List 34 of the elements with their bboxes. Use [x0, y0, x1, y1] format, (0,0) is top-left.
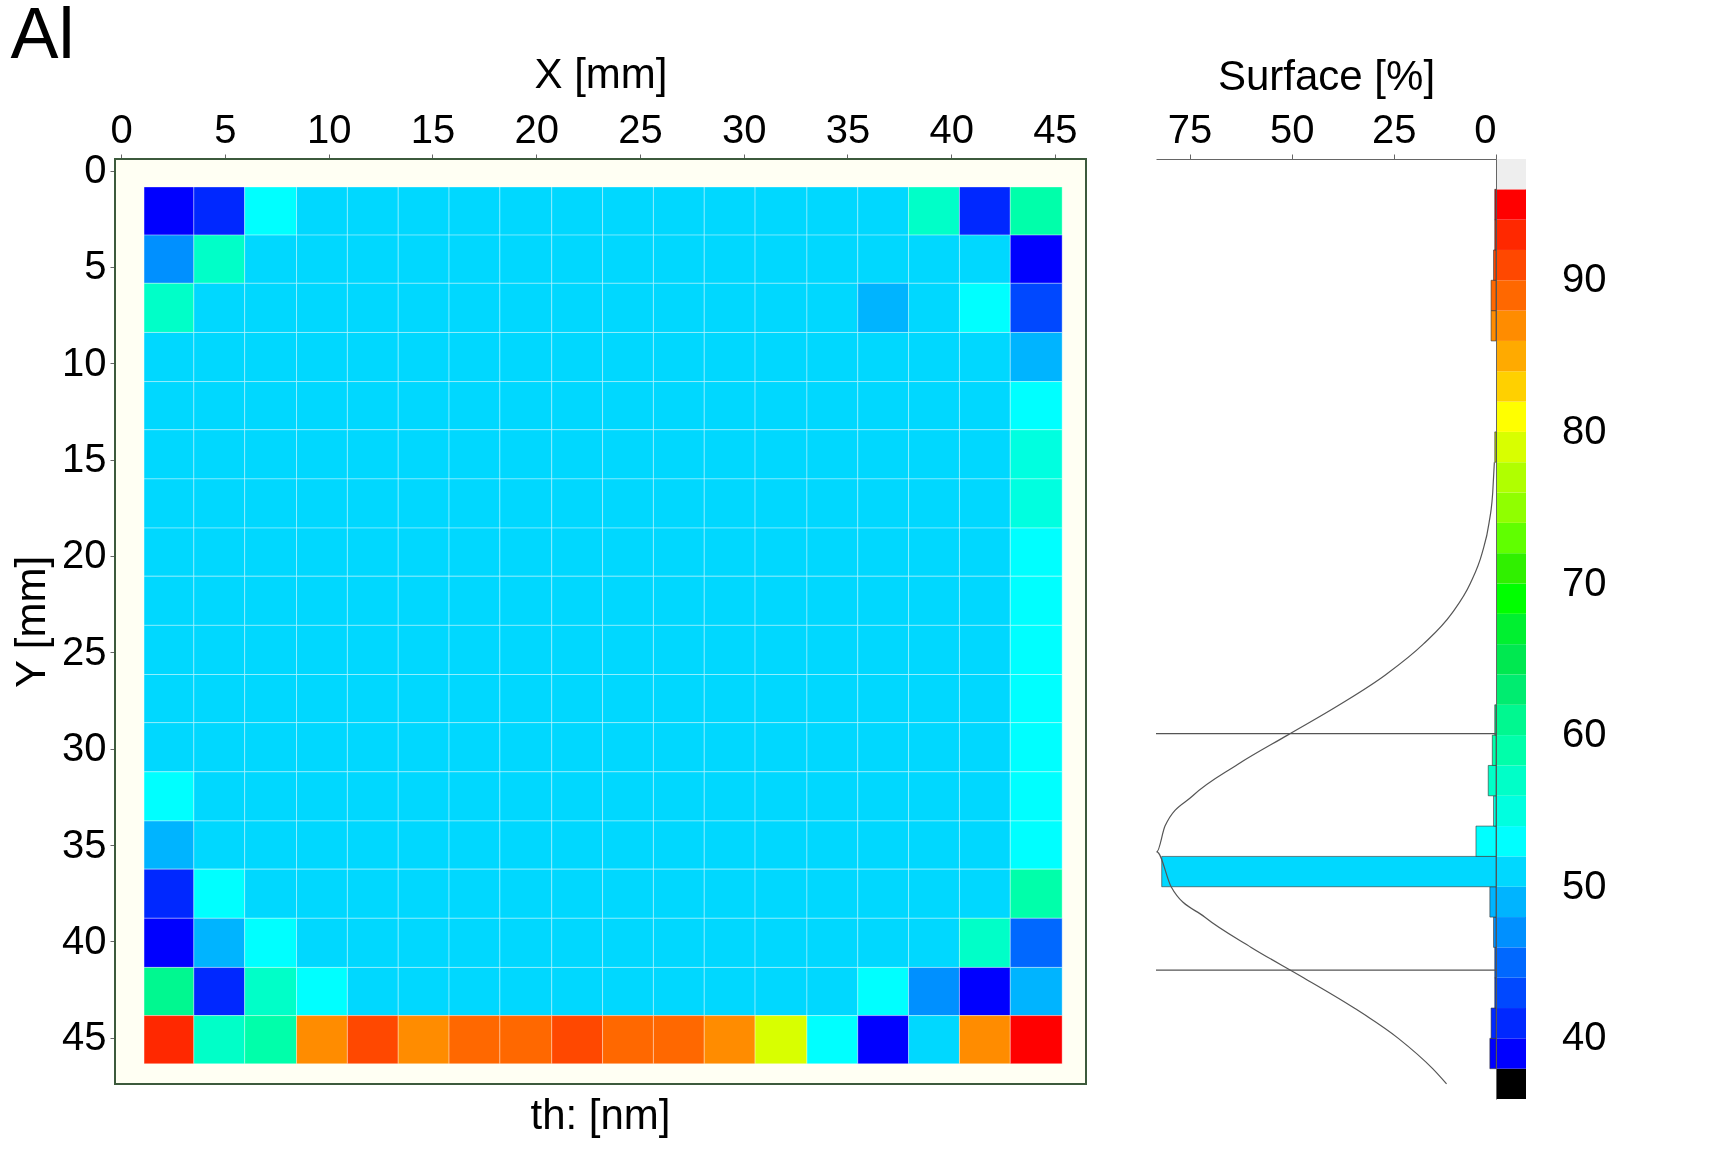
y-tick-label: 0: [84, 147, 107, 192]
color-bar-label: 40: [1562, 1014, 1607, 1059]
y-tick-label: 25: [62, 628, 107, 673]
chart-title: Al: [10, 0, 75, 73]
x-tick-label: 30: [721, 106, 767, 151]
y-tick-label: 30: [62, 725, 107, 770]
y-tick-label: 35: [62, 821, 107, 866]
y-tick-label: 10: [62, 339, 107, 384]
color-bar-label: 80: [1562, 407, 1607, 452]
color-bar-label: 50: [1562, 862, 1607, 907]
color-bar-label: 60: [1562, 711, 1607, 756]
x-axis-title: Surface [%]: [1217, 51, 1436, 99]
x-tick-label: 75: [1167, 106, 1213, 151]
y-axis-title: Y [mm]: [7, 555, 55, 689]
x-tick-label: 15: [410, 106, 456, 151]
color-bar-label: 70: [1562, 559, 1607, 604]
x-tick-label: 20: [514, 106, 559, 151]
y-tick-label: 20: [62, 532, 107, 577]
y-tick-label: 40: [62, 917, 107, 962]
x-tick-label: 25: [618, 106, 663, 151]
color-bar-label: 90: [1562, 256, 1607, 301]
x-tick-label: 40: [929, 106, 974, 151]
x-axis-title: X [mm]: [534, 49, 668, 97]
x-tick-label: 45: [1033, 106, 1078, 151]
color-bar-title: th: [nm]: [530, 1091, 671, 1138]
x-tick-label: 50: [1269, 106, 1315, 151]
y-tick-label: 5: [84, 243, 107, 288]
x-tick-label: 5: [214, 106, 237, 151]
y-tick-label: 15: [62, 436, 107, 481]
x-tick-label: 35: [825, 106, 871, 151]
x-tick-label: 0: [1474, 106, 1497, 151]
y-tick-label: 45: [62, 1014, 107, 1059]
x-tick-label: 25: [1372, 106, 1417, 151]
x-tick-label: 10: [306, 106, 352, 151]
